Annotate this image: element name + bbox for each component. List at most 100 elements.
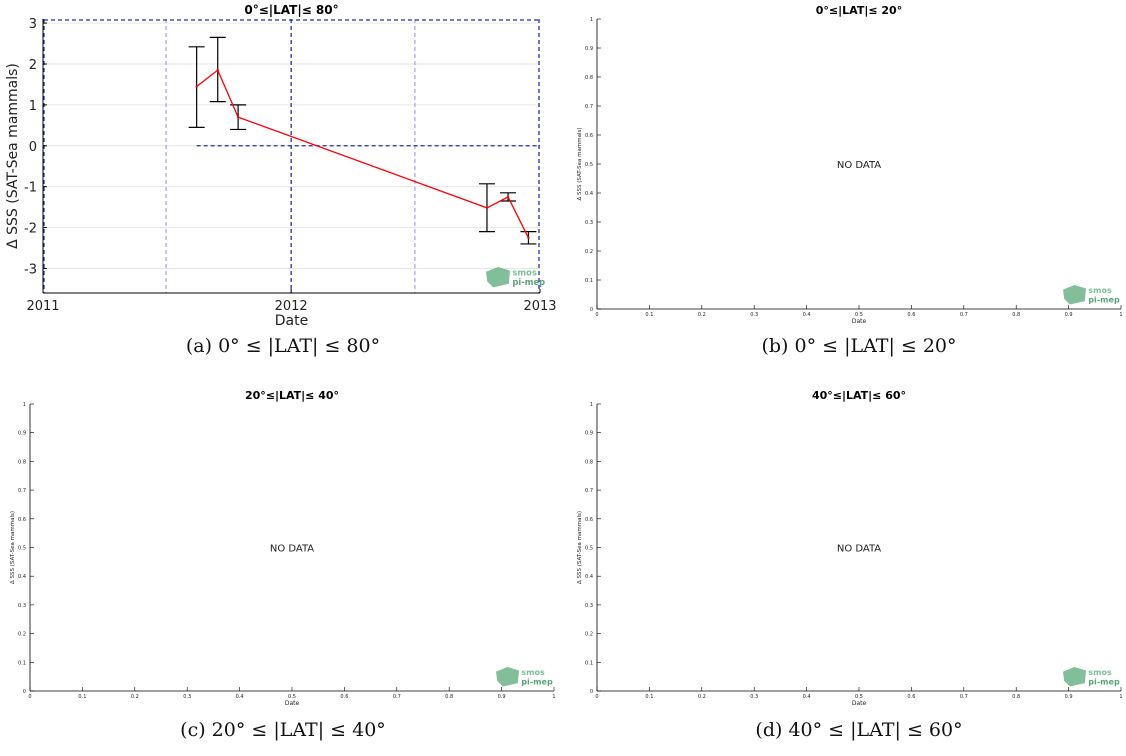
panel-caption: (b) 0° ≤ |LAT| ≤ 20° xyxy=(761,335,956,357)
x-tick-label: 1 xyxy=(1119,694,1122,700)
x-tick-label: 0.5 xyxy=(855,312,863,318)
y-tick-label: 1 xyxy=(23,402,26,408)
series-line xyxy=(196,69,529,239)
x-tick-label: 0.1 xyxy=(645,312,653,318)
y-tick-label: 0.7 xyxy=(585,104,593,110)
x-tick-label: 0.9 xyxy=(498,694,506,700)
y-axis-label: Δ SSS (SAT-Sea mammals) xyxy=(577,511,583,584)
logo-line2: pi-mep xyxy=(1088,677,1120,686)
logo-line1: smos xyxy=(521,668,545,677)
series-point xyxy=(195,85,198,88)
series-point xyxy=(506,195,510,199)
y-tick-label: 0.6 xyxy=(585,133,593,139)
x-tick-label: 2013 xyxy=(523,299,556,314)
y-tick-label: 0.8 xyxy=(18,459,26,465)
x-tick-label: 0.2 xyxy=(698,694,706,700)
y-tick-label: 0.1 xyxy=(585,278,593,284)
y-axis-label: Δ SSS (SAT-Sea mammals) xyxy=(577,128,583,201)
x-tick-label: 0.3 xyxy=(750,694,758,700)
panel-title: 20°≤|LAT|≤ 40° xyxy=(245,389,339,402)
x-tick-label: 0.8 xyxy=(1012,694,1020,700)
x-tick-label: 0.6 xyxy=(907,312,915,318)
y-tick-label: 1 xyxy=(590,402,593,408)
x-tick-label: 0.6 xyxy=(340,694,348,700)
series-point xyxy=(216,68,219,72)
y-tick-label: 0.9 xyxy=(585,46,593,52)
logo-line1: smos xyxy=(1088,286,1112,295)
x-tick-label: 2012 xyxy=(275,299,308,314)
x-tick-label: 0.2 xyxy=(698,312,706,318)
y-tick-label: 0.3 xyxy=(18,603,26,609)
panel-c: 20°≤|LAT|≤ 40° 1 0.9 0.8 0.7 0.6 0.5 0.4 0.3 0.2 0… xyxy=(10,389,556,741)
y-tick-label: 0.5 xyxy=(18,546,26,552)
panel-b: 0°≤|LAT|≤ 20° 1 0.9 0.8 0.7 0.6 0.5 0.4 0.3 0.2 0.… xyxy=(577,4,1123,357)
logo-line1: smos xyxy=(512,267,536,277)
x-tick-label: 0 xyxy=(595,312,598,318)
x-tick-label: 0 xyxy=(28,694,31,700)
logo-line2: pi-mep xyxy=(1088,295,1120,304)
x-tick-label: 0 xyxy=(595,694,598,700)
y-tick-label: 0.1 xyxy=(585,660,593,666)
x-tick-label: 0.1 xyxy=(645,694,653,700)
y-tick-label: 0.4 xyxy=(585,574,593,580)
x-tick-label: 0.3 xyxy=(750,312,758,318)
panel-caption: (a) 0° ≤ |LAT| ≤ 80° xyxy=(186,335,380,357)
panel-d: 40°≤|LAT|≤ 60° 1 0.9 0.8 0.7 0.6 0.5 0.4 0.3 0.2 0… xyxy=(577,389,1123,741)
y-tick-label: 0.5 xyxy=(585,546,593,552)
y-tick-label: 0 xyxy=(29,140,37,155)
series-point xyxy=(485,206,489,210)
panel-title: 0°≤|LAT|≤ 20° xyxy=(816,4,902,17)
x-tick-label: 0.4 xyxy=(803,312,811,318)
x-axis-label: Date xyxy=(852,700,867,707)
y-tick-label: 0.6 xyxy=(585,517,593,523)
y-tick-label: 0.6 xyxy=(18,517,26,523)
y-tick-label: 0 xyxy=(590,689,593,695)
y-tick-label: 0.2 xyxy=(585,249,593,255)
y-tick-label: 0.2 xyxy=(18,632,26,638)
y-tick-label: 0.8 xyxy=(585,459,593,465)
panel-caption: (c) 20° ≤ |LAT| ≤ 40° xyxy=(180,719,386,741)
x-tick-label: 0.6 xyxy=(907,694,915,700)
y-tick-label: 0.9 xyxy=(585,431,593,437)
panel-title: 0°≤|LAT|≤ 80° xyxy=(244,3,338,17)
x-tick-label: 0.1 xyxy=(78,694,86,700)
y-tick-label: 0.8 xyxy=(585,75,593,81)
no-data-label: NO DATA xyxy=(837,544,881,555)
y-tick-label: 0.4 xyxy=(585,191,593,197)
y-tick-label: 0.7 xyxy=(585,488,593,494)
series-point xyxy=(236,115,240,119)
logo-shape-icon xyxy=(496,667,519,687)
y-axis-label: Δ SSS (SAT-Sea mammals) xyxy=(5,63,21,249)
x-tick-label: 0.7 xyxy=(393,694,401,700)
x-tick-label: 1 xyxy=(552,694,555,700)
x-tick-label: 0.9 xyxy=(1065,312,1073,318)
x-tick-label: 0.5 xyxy=(288,694,296,700)
logo-shape-icon xyxy=(1063,285,1086,305)
x-tick-label: 2011 xyxy=(26,299,59,314)
logo-line1: smos xyxy=(1088,668,1112,677)
y-tick-label: 0.1 xyxy=(18,660,26,666)
panel-caption: (d) 40° ≤ |LAT| ≤ 60° xyxy=(755,719,962,741)
x-axis-label: Date xyxy=(285,700,300,707)
y-tick-label: -3 xyxy=(24,262,37,277)
x-tick-label: 0.7 xyxy=(960,694,968,700)
y-tick-label: 1 xyxy=(590,17,593,23)
y-tick-label: 3 xyxy=(29,17,37,32)
y-tick-label: 0.4 xyxy=(18,574,26,580)
logo-line2: pi-mep xyxy=(512,277,545,287)
y-tick-label: -1 xyxy=(24,181,37,196)
y-tick-label: 2 xyxy=(29,58,37,73)
no-data-label: NO DATA xyxy=(837,160,881,171)
logo-line2: pi-mep xyxy=(521,677,553,686)
y-tick-label: 0.9 xyxy=(18,431,26,437)
x-tick-label: 0.4 xyxy=(803,694,811,700)
y-tick-label: 0 xyxy=(23,689,26,695)
y-tick-label: 0.7 xyxy=(18,488,26,494)
logo-shape-icon xyxy=(1063,667,1086,687)
no-data-label: NO DATA xyxy=(270,544,314,555)
